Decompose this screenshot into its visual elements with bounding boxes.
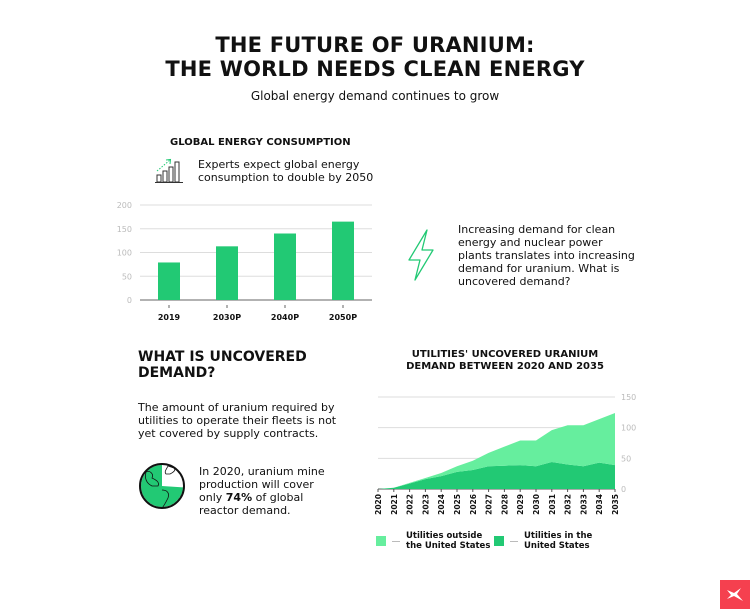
- area-chart-title: UTILITIES' UNCOVERED URANIUM DEMAND BETW…: [406, 349, 604, 372]
- legend-swatch: [494, 536, 504, 546]
- page-subtitle: Global energy demand continues to grow: [250, 89, 500, 103]
- y-tick-label: 0: [127, 296, 132, 305]
- x-tick-label: 2040P: [271, 313, 299, 322]
- legend-swatch: [376, 536, 386, 546]
- y-tick-label: 150: [621, 393, 636, 402]
- consumption-heading: GLOBAL ENERGY CONSUMPTION: [170, 137, 351, 148]
- y-tick-label: 200: [117, 201, 132, 210]
- x-tick-label: 2050P: [329, 313, 357, 322]
- x-tick-label: 2028: [500, 494, 509, 515]
- x-tick-label: 2027: [485, 494, 494, 515]
- x-tick-label: 2032: [564, 494, 573, 515]
- uncovered-heading: WHAT IS UNCOVERED DEMAND?: [138, 349, 307, 381]
- x-tick-label: 2026: [469, 494, 478, 515]
- x-tick-label: 2034: [595, 494, 604, 515]
- x-tick-label: 2022: [406, 494, 415, 515]
- y-tick-label: 100: [117, 249, 132, 258]
- x-tick-label: 2031: [548, 494, 557, 515]
- uncovered-body: The amount of uranium required by utilit…: [138, 401, 337, 440]
- coverage-percent: 74%: [225, 491, 253, 504]
- globe-icon: [139, 463, 185, 509]
- bar: [332, 221, 354, 300]
- legend-us: Utilities in the United States: [494, 531, 592, 551]
- x-tick-label: 2029: [516, 494, 525, 515]
- x-tick-label: 2021: [390, 494, 399, 515]
- bar: [158, 262, 180, 300]
- y-tick-label: 100: [621, 424, 636, 433]
- y-tick-label: 50: [122, 272, 132, 281]
- x-tick-label: 2025: [453, 494, 462, 515]
- x-tick-label: 2023: [421, 494, 430, 515]
- y-tick-label: 0: [621, 485, 626, 494]
- y-tick-label: 50: [621, 454, 631, 463]
- page-title: THE FUTURE OF URANIUM: THE WORLD NEEDS C…: [165, 33, 585, 81]
- uncovered-demand-area-chart: 0 50 100 150 2020 2021 2022 2023 2024 2025 2026 202…: [374, 393, 636, 515]
- consumption-note: Experts expect global energy consumption…: [198, 158, 374, 184]
- x-tick-label: 2030P: [213, 313, 241, 322]
- bar: [216, 246, 238, 300]
- x-tick-label: 2020: [374, 494, 383, 515]
- x-tick-label: 2019: [158, 313, 181, 322]
- lightning-icon: [408, 229, 434, 281]
- globe-note: In 2020, uranium mine production will co…: [199, 465, 325, 517]
- bar: [274, 233, 296, 300]
- xtb-logo-icon: [720, 580, 750, 609]
- x-tick-label: 2035: [611, 494, 620, 515]
- y-tick-label: 150: [117, 225, 132, 234]
- energy-consumption-bar-chart: 0 50 100 150 200 2019 2030P 2040P 2050P: [117, 201, 372, 322]
- x-tick-label: 2033: [579, 494, 588, 515]
- demand-note: Increasing demand for clean energy and n…: [458, 223, 635, 288]
- legend-outside-us: Utilities outside the United States: [376, 531, 490, 551]
- x-tick-label: 2030: [532, 494, 541, 515]
- area-series: [378, 462, 615, 489]
- area-series: [378, 412, 615, 489]
- x-tick-label: 2024: [437, 494, 446, 515]
- bar-chart-growth-icon: [155, 158, 183, 183]
